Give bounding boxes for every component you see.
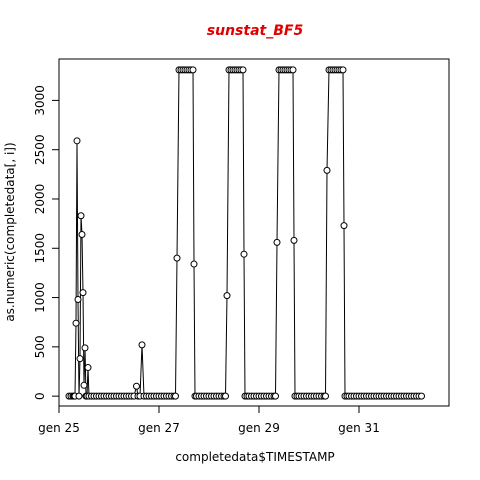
series-line-segment	[79, 215, 82, 359]
data-point	[223, 292, 231, 300]
data-point	[273, 238, 281, 246]
series-line-segment	[74, 323, 77, 397]
data-point	[339, 66, 347, 74]
data-point	[133, 382, 140, 390]
data-point	[222, 392, 229, 400]
data-point	[77, 212, 85, 220]
series-line-segment	[326, 69, 330, 171]
series-line-segment	[292, 69, 295, 241]
x-axis: gen 25 gen 27 gen 29 gen 31	[38, 405, 380, 435]
y-tick-label: 3000	[33, 85, 47, 116]
series-line-segment	[76, 140, 79, 300]
plot-frame	[58, 58, 450, 407]
series-line-segment	[82, 292, 85, 386]
y-axis-label: as.numeric(completedata[, i])	[3, 142, 17, 321]
data-point	[75, 392, 83, 400]
data-point	[72, 319, 80, 327]
series-line-segment	[84, 347, 87, 397]
data-point	[240, 250, 248, 258]
data-point	[190, 260, 198, 268]
y-tick-label: 1000	[33, 282, 47, 313]
data-point	[80, 381, 88, 389]
y-tick-label: 500	[33, 335, 47, 358]
series-line-segment	[242, 69, 245, 255]
series-line-segment	[77, 299, 80, 397]
data-point	[138, 341, 146, 349]
y-tick-label: 2500	[33, 134, 47, 165]
data-point	[189, 66, 197, 74]
series-line-segment	[243, 254, 246, 397]
data-point	[73, 137, 81, 145]
data-point	[76, 355, 84, 363]
x-tick-label: gen 25	[38, 421, 80, 435]
y-tick-label: 1500	[33, 233, 47, 264]
y-axis: 0 500 1000 1500 2000 2500 3000	[33, 85, 60, 400]
data-point	[322, 392, 329, 400]
series-line-segment	[342, 69, 345, 226]
series-line-segment	[226, 69, 230, 296]
data-point	[272, 392, 279, 400]
x-tick-label: gen 27	[138, 421, 180, 435]
series-points	[65, 66, 425, 400]
x-tick-label: gen 29	[238, 421, 280, 435]
chart-title: sunstat_BF5	[207, 23, 304, 39]
series-line-segment	[175, 258, 178, 397]
data-point	[74, 296, 82, 304]
series-line-segment	[275, 242, 278, 397]
series-line-segment	[192, 69, 195, 265]
data-point	[79, 289, 87, 297]
data-point	[340, 222, 348, 230]
series-line-segment	[325, 170, 328, 397]
data-point	[78, 230, 86, 238]
data-point	[418, 392, 425, 400]
x-tick-label: gen 31	[338, 421, 380, 435]
x-axis-label: completedata$TIMESTAMP	[175, 450, 334, 464]
series-line-segment	[87, 367, 90, 397]
data-point	[173, 254, 181, 262]
series-line-segment	[139, 344, 143, 397]
series-line-segment	[81, 234, 84, 293]
data-point	[290, 236, 298, 244]
data-point	[289, 66, 297, 74]
data-point	[239, 66, 247, 74]
series-line-segment	[343, 225, 346, 397]
series-line-segment	[78, 358, 81, 397]
series-line-segment	[293, 240, 296, 397]
y-tick-label: 0	[33, 392, 47, 400]
series-line-segment	[225, 295, 228, 397]
series-line-segment	[193, 264, 196, 397]
series-line-segment	[276, 69, 280, 243]
data-point	[81, 344, 89, 352]
series-line-segment	[141, 344, 145, 397]
series-line-segment	[176, 69, 180, 259]
data-point	[323, 166, 331, 174]
y-tick-label: 2000	[33, 184, 47, 215]
series-lines	[69, 69, 422, 397]
data-point	[84, 364, 92, 372]
data-point	[172, 392, 179, 400]
